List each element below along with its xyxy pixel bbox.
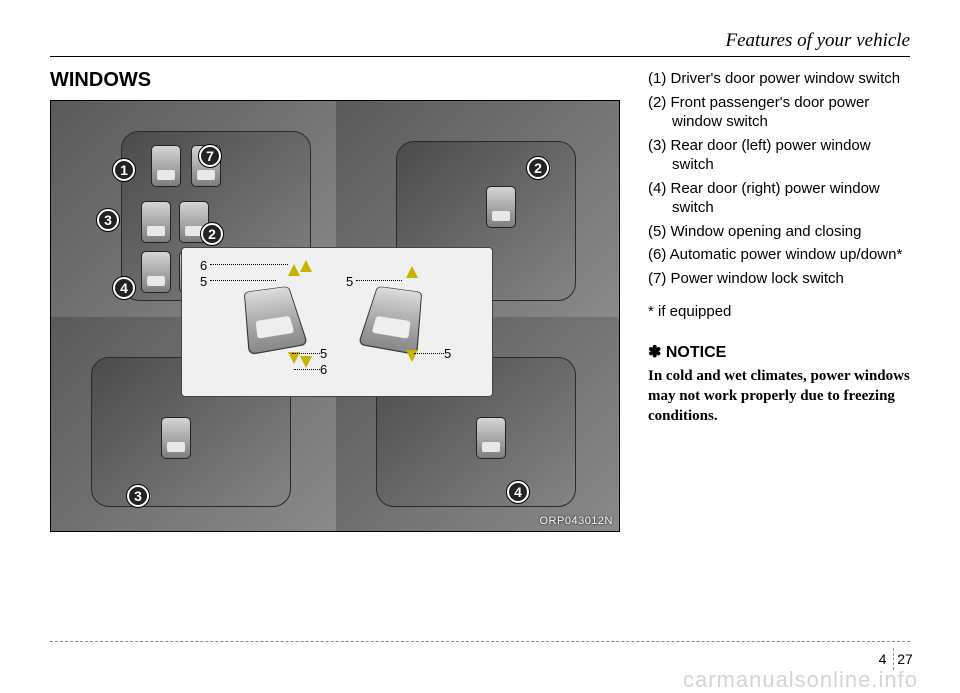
inset-label-5b: 5 bbox=[320, 346, 327, 361]
callout-3b: 3 bbox=[127, 485, 149, 507]
inset-label-5a: 5 bbox=[200, 274, 207, 289]
auto-window-switch bbox=[244, 286, 308, 355]
inset-label-6b: 6 bbox=[320, 362, 327, 377]
inset-label-5c: 5 bbox=[346, 274, 353, 289]
legend-item-3: (3) Rear door (left) power window switch bbox=[648, 136, 910, 175]
arrow-up-icon bbox=[300, 260, 312, 272]
legend-item-2: (2) Front passenger's door power window … bbox=[648, 93, 910, 132]
rear-left-window-switch bbox=[161, 417, 191, 459]
legend-item-4: (4) Rear door (right) power window switc… bbox=[648, 179, 910, 218]
rear-right-window-switch bbox=[476, 417, 506, 459]
manual-page: Features of your vehicle WINDOWS bbox=[0, 0, 960, 689]
legend-item-5: (5) Window opening and closing bbox=[648, 222, 910, 242]
section-title: WINDOWS bbox=[50, 69, 630, 92]
leader-line bbox=[294, 369, 320, 370]
driver-window-switch-1 bbox=[141, 201, 171, 243]
figure-inset: 6 5 5 6 5 5 bbox=[181, 247, 493, 397]
inset-label-5d: 5 bbox=[444, 346, 451, 361]
leader-line bbox=[414, 353, 444, 354]
page-header: Features of your vehicle bbox=[50, 30, 910, 57]
callout-2b: 2 bbox=[527, 157, 549, 179]
legend-item-6: (6) Automatic power window up/down* bbox=[648, 245, 910, 265]
callout-3: 3 bbox=[97, 209, 119, 231]
legend-item-1: (1) Driver's door power window switch bbox=[648, 69, 910, 89]
manual-window-switch bbox=[358, 286, 422, 355]
leader-line bbox=[210, 280, 276, 281]
leader-line bbox=[356, 280, 402, 281]
chapter-title: Features of your vehicle bbox=[50, 30, 910, 52]
callout-4b: 4 bbox=[507, 481, 529, 503]
figure-code: ORP043012N bbox=[540, 515, 614, 527]
callout-4: 4 bbox=[113, 277, 135, 299]
legend-item-7: (7) Power window lock switch bbox=[648, 269, 910, 289]
content-row: WINDOWS bbox=[50, 69, 910, 532]
notice-heading: ✽ NOTICE bbox=[648, 342, 910, 364]
driver-mirror-switch bbox=[151, 145, 181, 187]
notice-body: In cold and wet climates, power windows … bbox=[648, 366, 910, 427]
callout-7: 7 bbox=[199, 145, 221, 167]
footnote: * if equipped bbox=[648, 302, 910, 322]
callout-2: 2 bbox=[201, 223, 223, 245]
arrow-up-icon bbox=[406, 266, 418, 278]
arrow-down-icon bbox=[300, 356, 312, 368]
arrow-up-icon bbox=[288, 264, 300, 276]
leader-line bbox=[292, 353, 320, 354]
leader-line bbox=[210, 264, 288, 265]
figure-windows: 1 7 3 2 4 2 3 4 bbox=[50, 100, 620, 532]
right-column: (1) Driver's door power window switch (2… bbox=[648, 69, 910, 532]
callout-1: 1 bbox=[113, 159, 135, 181]
watermark: carmanualsonline.info bbox=[683, 667, 918, 693]
left-column: WINDOWS bbox=[50, 69, 630, 532]
driver-window-switch-3 bbox=[141, 251, 171, 293]
inset-label-6a: 6 bbox=[200, 258, 207, 273]
arrow-down-icon bbox=[406, 350, 418, 362]
passenger-window-switch bbox=[486, 186, 516, 228]
